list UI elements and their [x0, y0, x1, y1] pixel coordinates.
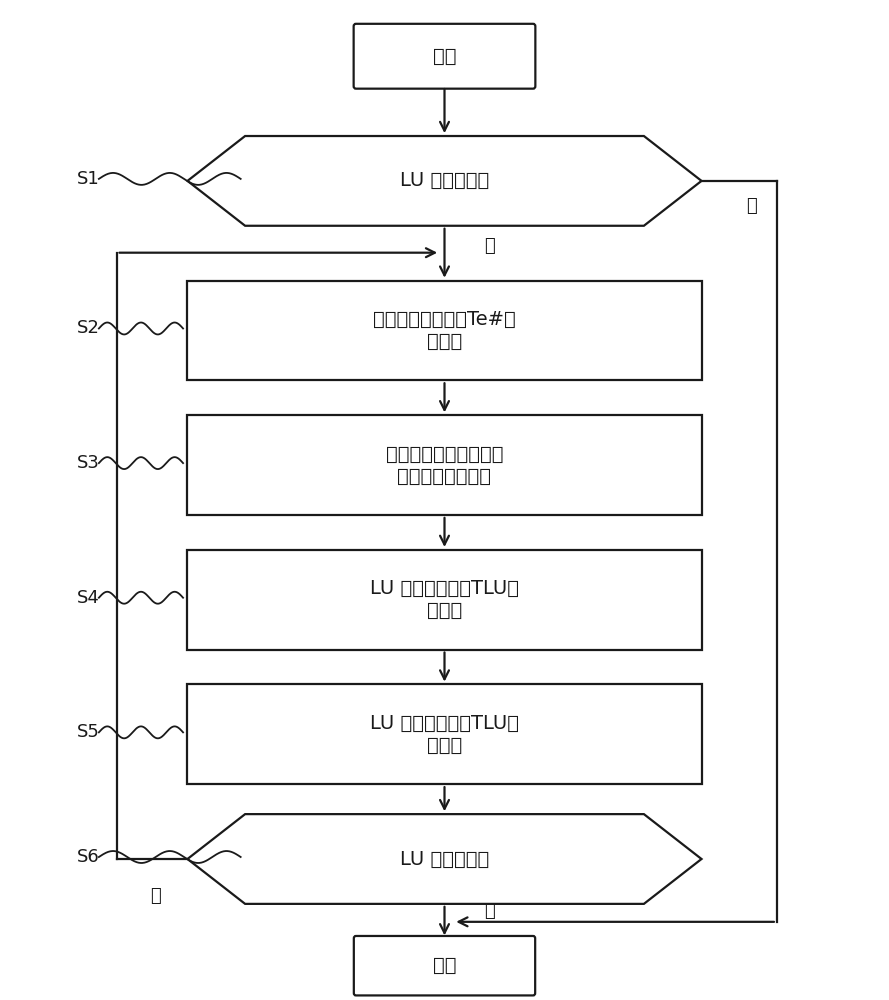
- Bar: [188, 415, 701, 515]
- Text: 通过目标滑移转速进行
变矩器容量的计算: 通过目标滑移转速进行 变矩器容量的计算: [386, 445, 503, 486]
- Text: LU 联接完成？: LU 联接完成？: [400, 850, 489, 868]
- Text: LU 容量指令值（TLU）
的计算: LU 容量指令值（TLU） 的计算: [370, 579, 519, 620]
- Text: 开始: 开始: [433, 47, 456, 66]
- Text: LU 联接开始？: LU 联接开始？: [400, 171, 489, 190]
- Text: 是: 是: [485, 902, 495, 920]
- FancyBboxPatch shape: [354, 936, 535, 995]
- Bar: [188, 281, 701, 380]
- Text: S3: S3: [76, 454, 100, 472]
- Text: S6: S6: [76, 848, 100, 866]
- Polygon shape: [188, 814, 701, 904]
- Bar: [188, 684, 701, 784]
- Text: S1: S1: [76, 170, 100, 188]
- Text: 是: 是: [485, 237, 495, 255]
- Text: 否: 否: [150, 887, 161, 905]
- Text: S5: S5: [76, 723, 100, 741]
- Bar: [188, 550, 701, 650]
- Text: LU 容量指令值（TLU）
的输出: LU 容量指令值（TLU） 的输出: [370, 714, 519, 755]
- Text: 否: 否: [746, 197, 757, 215]
- Text: S4: S4: [76, 589, 100, 607]
- Text: S2: S2: [76, 319, 100, 337]
- Text: 预测发动机扭矩（Te#）
的计算: 预测发动机扭矩（Te#） 的计算: [373, 310, 516, 351]
- FancyBboxPatch shape: [354, 24, 535, 89]
- Polygon shape: [188, 136, 701, 226]
- Text: 结束: 结束: [433, 956, 456, 975]
